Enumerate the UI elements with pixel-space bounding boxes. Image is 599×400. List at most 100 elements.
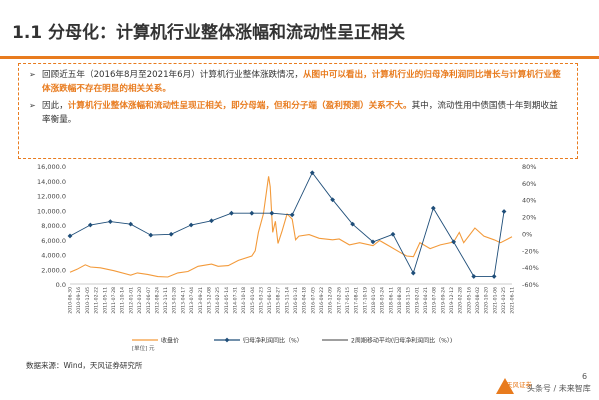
y-right-tick-label: 80% bbox=[522, 163, 536, 171]
x-tick-label: 2012-06-07 bbox=[146, 287, 152, 314]
data-point-marker bbox=[491, 274, 497, 279]
x-tick-label: 2016-12-09 bbox=[328, 287, 334, 314]
x-tick-label: 2015-06-10 bbox=[267, 287, 273, 314]
x-tick-label: 2011-05-11 bbox=[102, 287, 108, 314]
watermark: 头条号 / 未来智库 bbox=[527, 384, 591, 393]
legend-unit-note: [单位] 元 bbox=[132, 344, 155, 352]
data-point-marker bbox=[107, 219, 113, 225]
y-left-tick-label: 16,000.0 bbox=[37, 163, 66, 171]
x-tick-label: 2020-10-20 bbox=[484, 287, 490, 314]
data-source: 数据来源：Wind，天风证券研究所 bbox=[26, 361, 143, 370]
x-tick-label: 2015-11-14 bbox=[284, 287, 290, 314]
x-tick-label: 2021-03-25 bbox=[501, 287, 507, 314]
x-tick-label: 2017-05-15 bbox=[345, 287, 351, 314]
y-right-tick-label: -20% bbox=[522, 247, 539, 255]
x-tick-label: 2016-09-22 bbox=[319, 287, 325, 314]
data-point-marker bbox=[269, 210, 275, 216]
series-line-2 bbox=[69, 171, 505, 277]
series-line-1 bbox=[69, 176, 513, 278]
x-tick-label: 2012-01-01 bbox=[128, 287, 134, 314]
x-tick-label: 2019-02-01 bbox=[414, 287, 420, 314]
x-tick-label: 2018-08-28 bbox=[397, 287, 403, 314]
page-number: 6 bbox=[582, 372, 588, 381]
x-tick-label: 2014-10-18 bbox=[241, 287, 247, 314]
data-point-marker bbox=[410, 270, 416, 276]
x-tick-label: 2016-07-05 bbox=[310, 287, 316, 314]
x-tick-label: 2018-01-05 bbox=[371, 287, 377, 314]
data-point-marker bbox=[67, 233, 73, 239]
legend-label: 2周期移动平均(归母净利润同比（%）) bbox=[351, 337, 452, 345]
x-tick-label: 2020-02-28 bbox=[458, 287, 464, 314]
x-tick-label: 2021-06-11 bbox=[510, 287, 516, 314]
x-tick-label: 2020-05-16 bbox=[466, 287, 472, 314]
data-point-marker bbox=[370, 239, 376, 245]
data-point-marker bbox=[501, 209, 507, 214]
y-right-tick-label: 60% bbox=[522, 180, 536, 188]
chart-svg: 0.0 2,000.0 4,000.0 6,000.0 8,000.0 10,000.0 1… bbox=[37, 163, 539, 352]
note-1-text: 回顾近五年（2016年8月至2021年6月）计算机行业整体涨跌情况， bbox=[42, 70, 303, 80]
note-2-tail: 其中，流动性用中债国债十年到期收益率衡量。 bbox=[42, 101, 558, 125]
title-underline bbox=[0, 56, 599, 59]
x-tick-label: 2011-10-14 bbox=[120, 287, 126, 314]
x-tick-label: 2013-04-17 bbox=[180, 287, 186, 314]
x-tick-label: 2019-09-24 bbox=[440, 287, 446, 314]
y-right-tick-label: 40% bbox=[522, 197, 536, 205]
y-left-tick-label: 4,000.0 bbox=[41, 252, 66, 260]
y-left-tick-label: 6,000.0 bbox=[41, 237, 66, 245]
x-tick-label: 2012-08-24 bbox=[154, 287, 160, 314]
note-1-highlight: 从图中可以看出，计算机行业的归母净利润同比增长与计算机行业整体涨跌幅不存在明显的… bbox=[42, 70, 561, 94]
data-point-marker bbox=[289, 212, 295, 218]
brand-logo: 天风证券 bbox=[506, 381, 532, 389]
y-left-tick-label: 8,000.0 bbox=[41, 222, 66, 230]
x-tick-label: 2018-11-15 bbox=[406, 287, 412, 314]
x-tick-label: 2011-07-28 bbox=[111, 287, 117, 314]
x-tick-label: 2015-03-23 bbox=[258, 287, 264, 314]
legend-label: 收盘价 bbox=[161, 337, 179, 345]
x-tick-label: 2010-06-30 bbox=[68, 287, 74, 314]
x-tick-label: 2016-04-18 bbox=[302, 287, 308, 314]
data-point-marker bbox=[87, 222, 93, 228]
data-point-marker bbox=[188, 222, 194, 228]
x-tick-label: 2017-10-19 bbox=[362, 287, 368, 314]
x-tick-label: 2013-07-04 bbox=[189, 287, 195, 314]
y-right-tick-label: -60% bbox=[522, 281, 539, 289]
x-tick-label: 2013-12-08 bbox=[206, 287, 212, 314]
data-point-marker bbox=[148, 232, 154, 238]
notes-box: ➢ 回顾近五年（2016年8月至2021年6月）计算机行业整体涨跌情况，从图中可… bbox=[18, 63, 578, 159]
x-tick-label: 2014-05-14 bbox=[224, 287, 230, 314]
x-tick-label: 2017-08-01 bbox=[354, 287, 360, 314]
x-tick-label: 2010-12-05 bbox=[85, 287, 91, 314]
x-tick-label: 2014-07-31 bbox=[232, 287, 238, 314]
data-point-marker bbox=[249, 210, 255, 216]
data-point-marker bbox=[309, 170, 315, 176]
data-point-marker bbox=[430, 205, 436, 211]
data-point-marker bbox=[390, 231, 396, 237]
note-1: ➢ 回顾近五年（2016年8月至2021年6月）计算机行业整体涨跌情况，从图中可… bbox=[29, 68, 565, 96]
x-tick-label: 2013-09-21 bbox=[198, 287, 204, 314]
data-point-marker bbox=[350, 221, 356, 227]
y-right-tick-label: 20% bbox=[522, 214, 536, 222]
x-tick-label: 2012-03-20 bbox=[137, 287, 143, 314]
x-tick-label: 2016-01-31 bbox=[293, 287, 299, 314]
data-point-marker bbox=[229, 210, 234, 216]
brand-triangle-icon bbox=[496, 378, 514, 394]
y-right-tick-label: -40% bbox=[522, 264, 539, 272]
y-left-tick-label: 10,000.0 bbox=[37, 207, 66, 215]
page-title: 1.1 分母化：计算机行业整体涨幅和流动性呈正相关 bbox=[12, 23, 406, 43]
y-left-tick-label: 12,000.0 bbox=[37, 193, 66, 201]
bullet-arrow-icon: ➢ bbox=[29, 101, 36, 110]
x-tick-label: 2017-02-26 bbox=[336, 287, 342, 314]
x-tick-label: 2011-02-22 bbox=[94, 287, 100, 314]
x-tick-label: 2018-03-24 bbox=[380, 287, 386, 314]
data-point-marker bbox=[330, 197, 336, 203]
legend-marker bbox=[224, 337, 230, 343]
x-tick-label: 2015-01-04 bbox=[250, 287, 256, 314]
bullet-arrow-icon: ➢ bbox=[29, 70, 36, 79]
note-2: ➢ 因此，计算机行业整体涨幅和流动性呈现正相关，即分母端，但和分子端（盈利预测）… bbox=[29, 99, 565, 127]
x-tick-label: 2015-08-27 bbox=[276, 287, 282, 314]
note-2-highlight: 计算机行业整体涨幅和流动性呈现正相关，即分母端，但和分子端（盈利预测）关系不大。 bbox=[67, 101, 412, 111]
y-left-tick-label: 2,000.0 bbox=[41, 266, 66, 274]
data-point-marker bbox=[451, 239, 457, 245]
data-point-marker bbox=[168, 231, 174, 237]
x-tick-label: 2019-04-21 bbox=[423, 287, 429, 314]
